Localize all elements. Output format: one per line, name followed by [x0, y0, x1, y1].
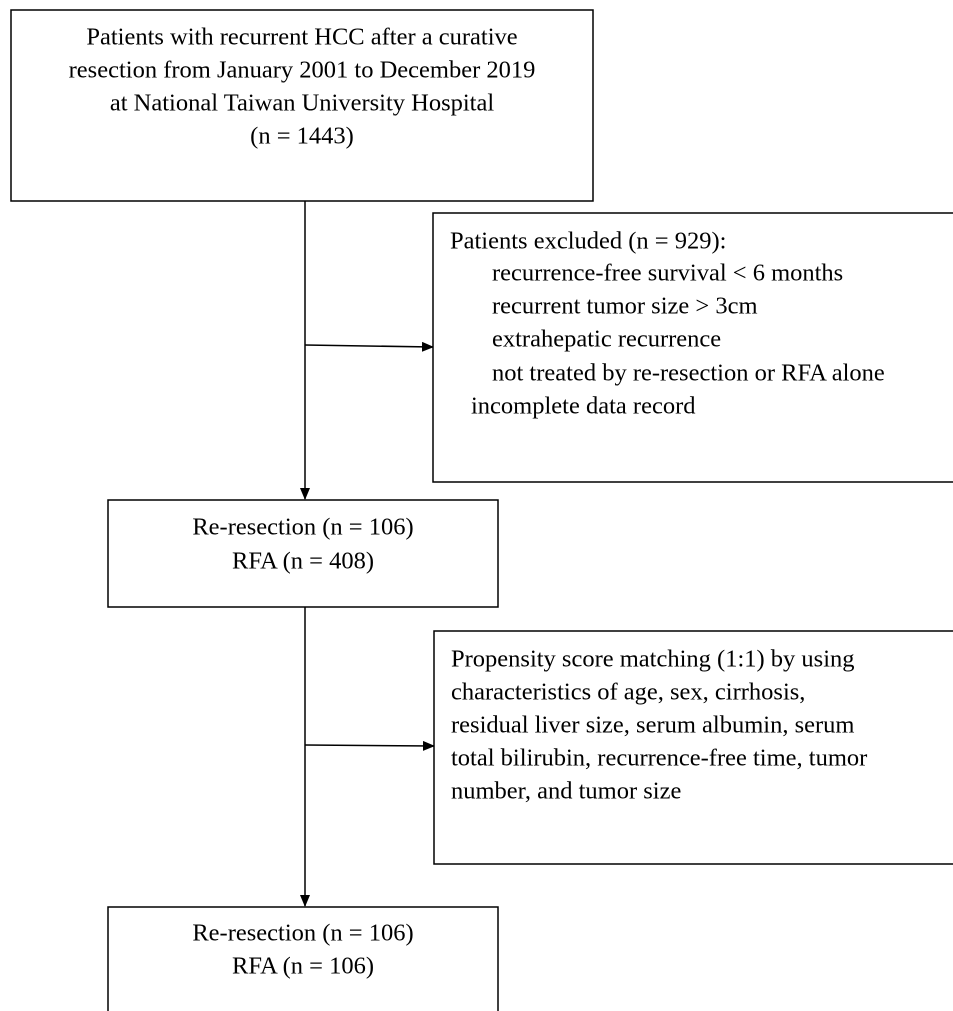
box-text: recurrent tumor size > 3cm	[492, 293, 758, 320]
box-text: residual liver size, serum albumin, seru…	[451, 712, 854, 739]
box-text: Propensity score matching (1:1) by using	[451, 646, 855, 673]
box-text: at National Taiwan University Hospital	[110, 90, 495, 117]
arrow-right	[304, 341, 434, 352]
box	[433, 630, 953, 865]
box-text: recurrence-free survival < 6 months	[492, 260, 843, 287]
box-text: (n = 1443)	[250, 123, 354, 150]
box-text: extrahepatic recurrence	[492, 326, 721, 353]
box	[107, 499, 499, 608]
box-text: Patients with recurrent HCC after a cura…	[86, 24, 517, 51]
box-text: number, and tumor size	[451, 778, 681, 805]
box	[107, 906, 499, 1011]
box-text: not treated by re-resection or RFA alone	[492, 360, 885, 387]
box-text: characteristics of age, sex, cirrhosis,	[451, 679, 805, 706]
box-text: Re-resection (n = 106)	[192, 920, 413, 947]
arrow-right	[304, 740, 435, 751]
box	[10, 9, 594, 202]
box	[432, 212, 953, 483]
box-text: RFA (n = 408)	[232, 548, 374, 575]
box-text: RFA (n = 106)	[232, 953, 374, 980]
box-text: resection from January 2001 to December …	[69, 57, 536, 84]
box-text: total bilirubin, recurrence-free time, t…	[451, 745, 867, 772]
box-text: Patients excluded (n = 929):	[450, 228, 726, 255]
box-text: incomplete data record	[471, 393, 695, 420]
box-text: Re-resection (n = 106)	[192, 514, 413, 541]
